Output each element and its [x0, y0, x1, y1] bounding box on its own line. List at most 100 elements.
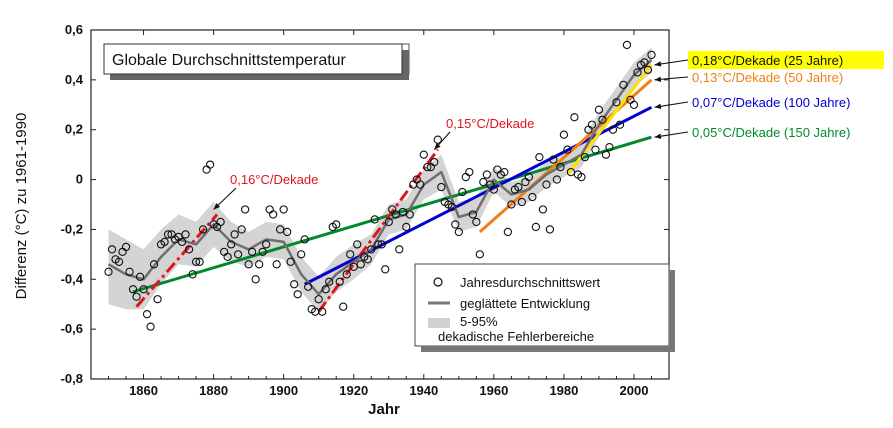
annual-point: [318, 307, 327, 316]
y-tick-label: 0,6: [65, 22, 83, 37]
annual-point: [475, 250, 484, 259]
trend-label-50: 0,13°C/Dekade (50 Jahre): [692, 70, 843, 85]
annual-point: [125, 267, 134, 276]
annual-point: [142, 310, 152, 319]
annual-point: [514, 182, 523, 192]
legend-smoothed: geglättete Entwicklung: [460, 296, 590, 311]
annual-point: [542, 180, 551, 189]
legend-circle-marker: [433, 277, 443, 287]
annual-point: [458, 187, 467, 197]
annual-point: [276, 225, 285, 234]
error-band: [108, 47, 652, 312]
annual-point: [517, 197, 527, 207]
trend-label-highlight: [688, 51, 884, 69]
annual-point: [640, 58, 649, 67]
annual-point: [216, 217, 225, 227]
annual-point: [293, 290, 302, 299]
annual-point: [104, 267, 113, 276]
x-tick-label: 1900: [269, 383, 298, 398]
annual-point: [304, 282, 313, 291]
annual-point: [647, 50, 656, 60]
annual-point: [622, 40, 632, 50]
annual-point: [254, 260, 264, 269]
annual-point: [643, 65, 653, 75]
annual-point: [556, 162, 565, 172]
annual-point: [559, 130, 569, 139]
annual-point: [356, 260, 365, 269]
segment-trend-line-1: [317, 148, 440, 313]
annual-point: [198, 225, 208, 234]
annual-point: [472, 217, 481, 227]
annual-point: [269, 210, 278, 219]
y-tick-label: -0,8: [61, 371, 83, 386]
annual-point: [587, 120, 597, 129]
segment-trend-line-0: [135, 213, 219, 308]
arrow-150-head: [654, 133, 662, 139]
legend: Jahresdurchschnittswert geglättete Entwi…: [414, 263, 675, 352]
annual-point: [135, 272, 145, 281]
annual-point: [226, 240, 236, 249]
chart-title: Globale Durchschnittstemperatur: [112, 52, 347, 69]
x-axis-title: Jahr: [368, 401, 400, 418]
annual-point: [479, 177, 488, 187]
annual-point: [240, 205, 250, 214]
annual-point: [423, 162, 432, 172]
annual-point: [146, 322, 155, 331]
annual-point: [279, 205, 288, 214]
y-tick-label: 0,4: [65, 72, 84, 87]
annual-point: [286, 257, 295, 266]
annual-point: [402, 222, 411, 232]
annual-point: [391, 210, 400, 219]
annual-point: [405, 210, 414, 219]
x-tick-label: 1940: [409, 383, 438, 398]
annual-point: [247, 247, 257, 257]
annual-point: [188, 270, 197, 279]
annual-point: [566, 167, 576, 177]
annual-point: [160, 237, 169, 247]
arrow-25-head: [654, 61, 662, 67]
annual-point: [416, 180, 425, 189]
annual-point: [258, 247, 267, 257]
annual-point: [454, 227, 463, 237]
annual-point: [181, 230, 190, 239]
annual-point: [230, 230, 239, 239]
trend-labels: 0,18°C/Dekade (25 Jahre) 0,13°C/Dekade (…: [688, 51, 884, 140]
legend-band-line2: dekadische Fehlerbereiche: [438, 329, 594, 344]
annual-point: [451, 220, 460, 229]
error-band-layer: [108, 47, 652, 312]
annual-point: [437, 182, 446, 192]
annual-point: [191, 257, 201, 266]
annual-point: [549, 155, 558, 164]
annual-point: [433, 135, 442, 144]
annual-point: [545, 225, 555, 234]
annual-point: [244, 260, 253, 269]
annual-point: [605, 143, 614, 152]
x-tick-label: 1860: [129, 383, 158, 398]
smoothed-line-layer: [107, 58, 653, 296]
arrow-seg1-head: [213, 203, 221, 210]
y-axis-title: Differenz (°C) zu 1961-1990: [13, 113, 30, 300]
axes-layer: 1860 1880 1900 1920 1940 1960 1980 2000 -0,8 -0,6…: [61, 22, 670, 398]
x-tick-label: 1980: [549, 383, 578, 398]
y-tick-label: -0,2: [61, 221, 83, 236]
annual-point: [325, 277, 334, 286]
arrow-100-head: [654, 103, 662, 109]
annual-point: [535, 152, 544, 162]
annual-point: [205, 160, 215, 169]
annual-point: [528, 192, 537, 202]
segment-label-2: 0,15°C/Dekade: [446, 116, 534, 131]
annual-point: [468, 210, 477, 219]
annual-point: [163, 230, 173, 239]
annual-point: [353, 240, 362, 249]
annual-point: [370, 215, 379, 224]
annual-point: [349, 262, 358, 271]
annual-point: [507, 200, 516, 209]
arrow-50-head: [654, 76, 662, 83]
annual-point: [177, 237, 187, 247]
annual-point: [297, 250, 306, 259]
annual-point: [149, 260, 159, 269]
annual-point: [465, 167, 474, 177]
annual-point: [272, 260, 281, 269]
annual-point: [612, 98, 621, 107]
y-tick-label: 0: [76, 172, 83, 187]
